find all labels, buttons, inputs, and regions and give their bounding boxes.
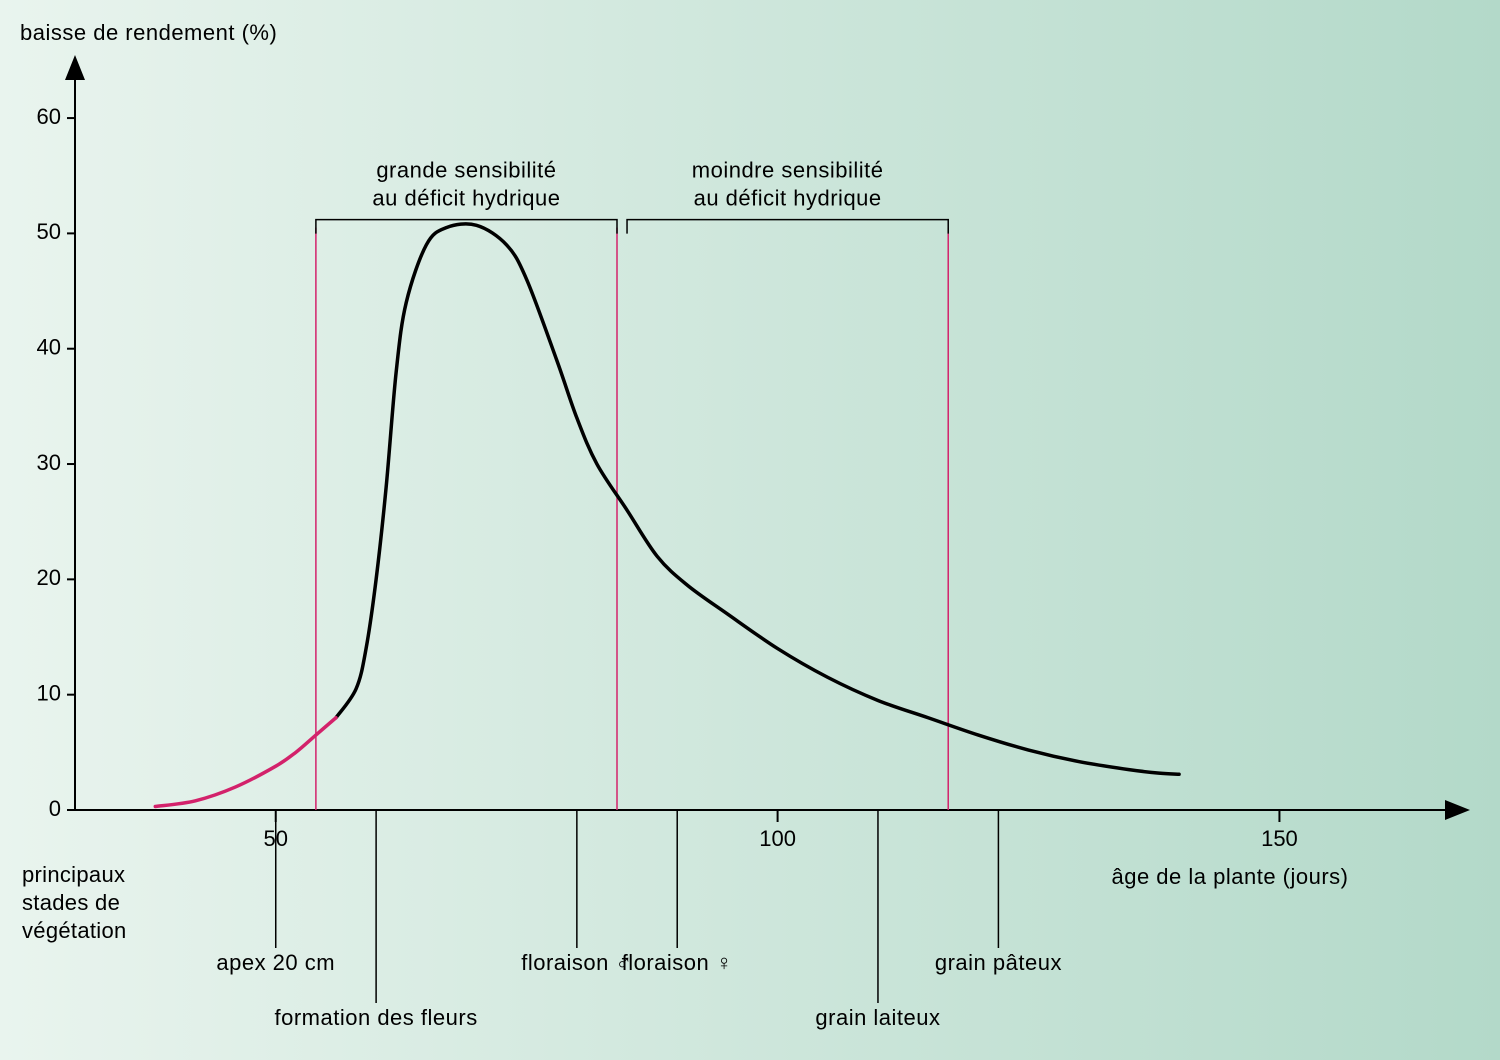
stage-label-4: grain laiteux <box>815 1005 940 1030</box>
y-tick-label: 40 <box>37 335 61 360</box>
x-axis-title: âge de la plante (jours) <box>1111 864 1348 889</box>
stage-label-5: grain pâteux <box>935 950 1062 975</box>
stage-label-3: floraison ♀ <box>622 950 733 975</box>
bracket-label-1-0: moindre sensibilité <box>692 158 884 183</box>
y-tick-label: 20 <box>37 565 61 590</box>
bracket-label-1-1: au déficit hydrique <box>694 186 882 211</box>
stage-title-1: stades de <box>22 890 120 915</box>
x-tick-label: 150 <box>1261 826 1298 851</box>
stage-label-1: formation des fleurs <box>275 1005 478 1030</box>
x-tick-label: 100 <box>759 826 796 851</box>
stage-label-2: floraison ♂ <box>521 950 632 975</box>
y-tick-label: 50 <box>37 219 61 244</box>
bracket-label-0-0: grande sensibilité <box>376 158 556 183</box>
y-axis-title: baisse de rendement (%) <box>20 20 277 45</box>
y-tick-label: 30 <box>37 450 61 475</box>
y-tick-label: 0 <box>49 796 61 821</box>
stage-title-2: végétation <box>22 918 127 943</box>
bracket-label-0-1: au déficit hydrique <box>372 186 560 211</box>
stage-title-0: principaux <box>22 862 125 887</box>
stage-label-0: apex 20 cm <box>216 950 335 975</box>
y-tick-label: 60 <box>37 104 61 129</box>
y-tick-label: 10 <box>37 680 61 705</box>
yield-deficit-chart: baisse de rendement (%)01020304050605010… <box>0 0 1500 1060</box>
